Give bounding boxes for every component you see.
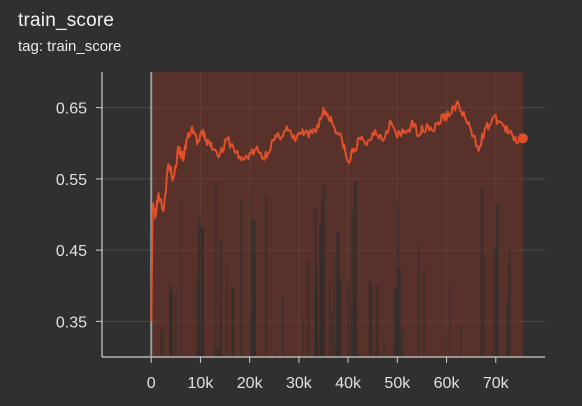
y-tick-label: 0.65 bbox=[56, 101, 87, 118]
raw-dip bbox=[231, 286, 235, 357]
raw-dip bbox=[214, 181, 218, 357]
raw-dip bbox=[307, 258, 311, 357]
raw-dip bbox=[320, 201, 324, 357]
raw-dip bbox=[320, 258, 325, 357]
raw-dip bbox=[198, 227, 203, 357]
raw-dip bbox=[508, 248, 511, 357]
raw-dip bbox=[368, 278, 371, 357]
raw-dip bbox=[353, 180, 357, 357]
raw-dip bbox=[213, 350, 216, 357]
x-tick-label: 70k bbox=[483, 375, 510, 392]
raw-dip bbox=[331, 312, 334, 357]
raw-dip bbox=[314, 289, 318, 357]
x-tick-label: 50k bbox=[384, 375, 411, 392]
raw-dip bbox=[225, 263, 228, 357]
raw-dip bbox=[314, 343, 319, 357]
raw-dip bbox=[281, 294, 284, 357]
raw-dip bbox=[347, 281, 350, 357]
raw-dip bbox=[250, 186, 252, 357]
raw-dip bbox=[321, 184, 326, 357]
x-tick-label: 20k bbox=[237, 375, 264, 392]
raw-dip bbox=[423, 269, 426, 357]
series-end-point[interactable] bbox=[517, 133, 528, 144]
tick-labels: 0.35 0.45 0.55 0.65 0 10k 20k 30k 40k 50k 60k 70k bbox=[56, 101, 510, 392]
raw-dip bbox=[219, 239, 222, 357]
chart-title: train_score bbox=[18, 10, 115, 31]
raw-dip bbox=[160, 329, 164, 357]
raw-dip bbox=[459, 325, 463, 357]
raw-dip bbox=[314, 207, 317, 357]
y-tick-label: 0.45 bbox=[56, 243, 87, 260]
raw-dip bbox=[333, 257, 336, 357]
raw-dip bbox=[396, 329, 400, 357]
x-tick-label: 10k bbox=[188, 375, 215, 392]
raw-dip bbox=[175, 293, 178, 357]
raw-dip bbox=[301, 317, 305, 357]
x-tick-label: 0 bbox=[147, 375, 156, 392]
raw-dip bbox=[506, 299, 509, 357]
raw-dip bbox=[507, 265, 510, 357]
raw-dip bbox=[170, 291, 174, 357]
raw-dip bbox=[334, 347, 338, 357]
raw-dip bbox=[375, 285, 379, 357]
raw-dip bbox=[483, 255, 486, 357]
raw-dip bbox=[370, 283, 373, 357]
raw-dip bbox=[493, 246, 497, 357]
raw-dip bbox=[445, 332, 447, 357]
raw-dip bbox=[197, 215, 202, 357]
raw-dip bbox=[251, 220, 256, 357]
y-tick-label: 0.55 bbox=[56, 172, 87, 189]
x-tick-label: 40k bbox=[335, 375, 362, 392]
raw-dip bbox=[264, 195, 268, 357]
raw-dip bbox=[201, 228, 204, 357]
raw-dip bbox=[274, 352, 276, 357]
y-tick-label: 0.35 bbox=[56, 314, 87, 331]
series-line[interactable] bbox=[150, 100, 524, 322]
raw-dip bbox=[480, 188, 484, 357]
x-tick-label: 30k bbox=[286, 375, 313, 392]
series-layer bbox=[150, 100, 528, 322]
x-tick-label: 60k bbox=[434, 375, 461, 392]
raw-dip bbox=[196, 277, 200, 357]
raw-data-band bbox=[151, 72, 523, 357]
raw-dip bbox=[393, 287, 398, 357]
raw-dip bbox=[397, 268, 402, 357]
raw-dip bbox=[417, 243, 420, 357]
raw-dip bbox=[239, 199, 243, 357]
raw-dip bbox=[337, 277, 342, 357]
raw-dip bbox=[350, 209, 355, 357]
raw-dip bbox=[350, 307, 354, 357]
raw-dip bbox=[400, 328, 404, 357]
raw-dip bbox=[495, 203, 500, 357]
chart-tag: tag: train_score bbox=[18, 38, 122, 55]
raw-dip bbox=[357, 352, 360, 357]
raw-dip bbox=[179, 200, 182, 357]
raw-dip bbox=[383, 341, 386, 357]
raw-dip bbox=[249, 314, 253, 357]
raw-dip bbox=[253, 252, 256, 357]
raw-dip bbox=[216, 348, 221, 357]
raw-dip bbox=[449, 283, 452, 357]
raw-dip bbox=[328, 283, 331, 357]
raw-dip bbox=[318, 225, 322, 357]
